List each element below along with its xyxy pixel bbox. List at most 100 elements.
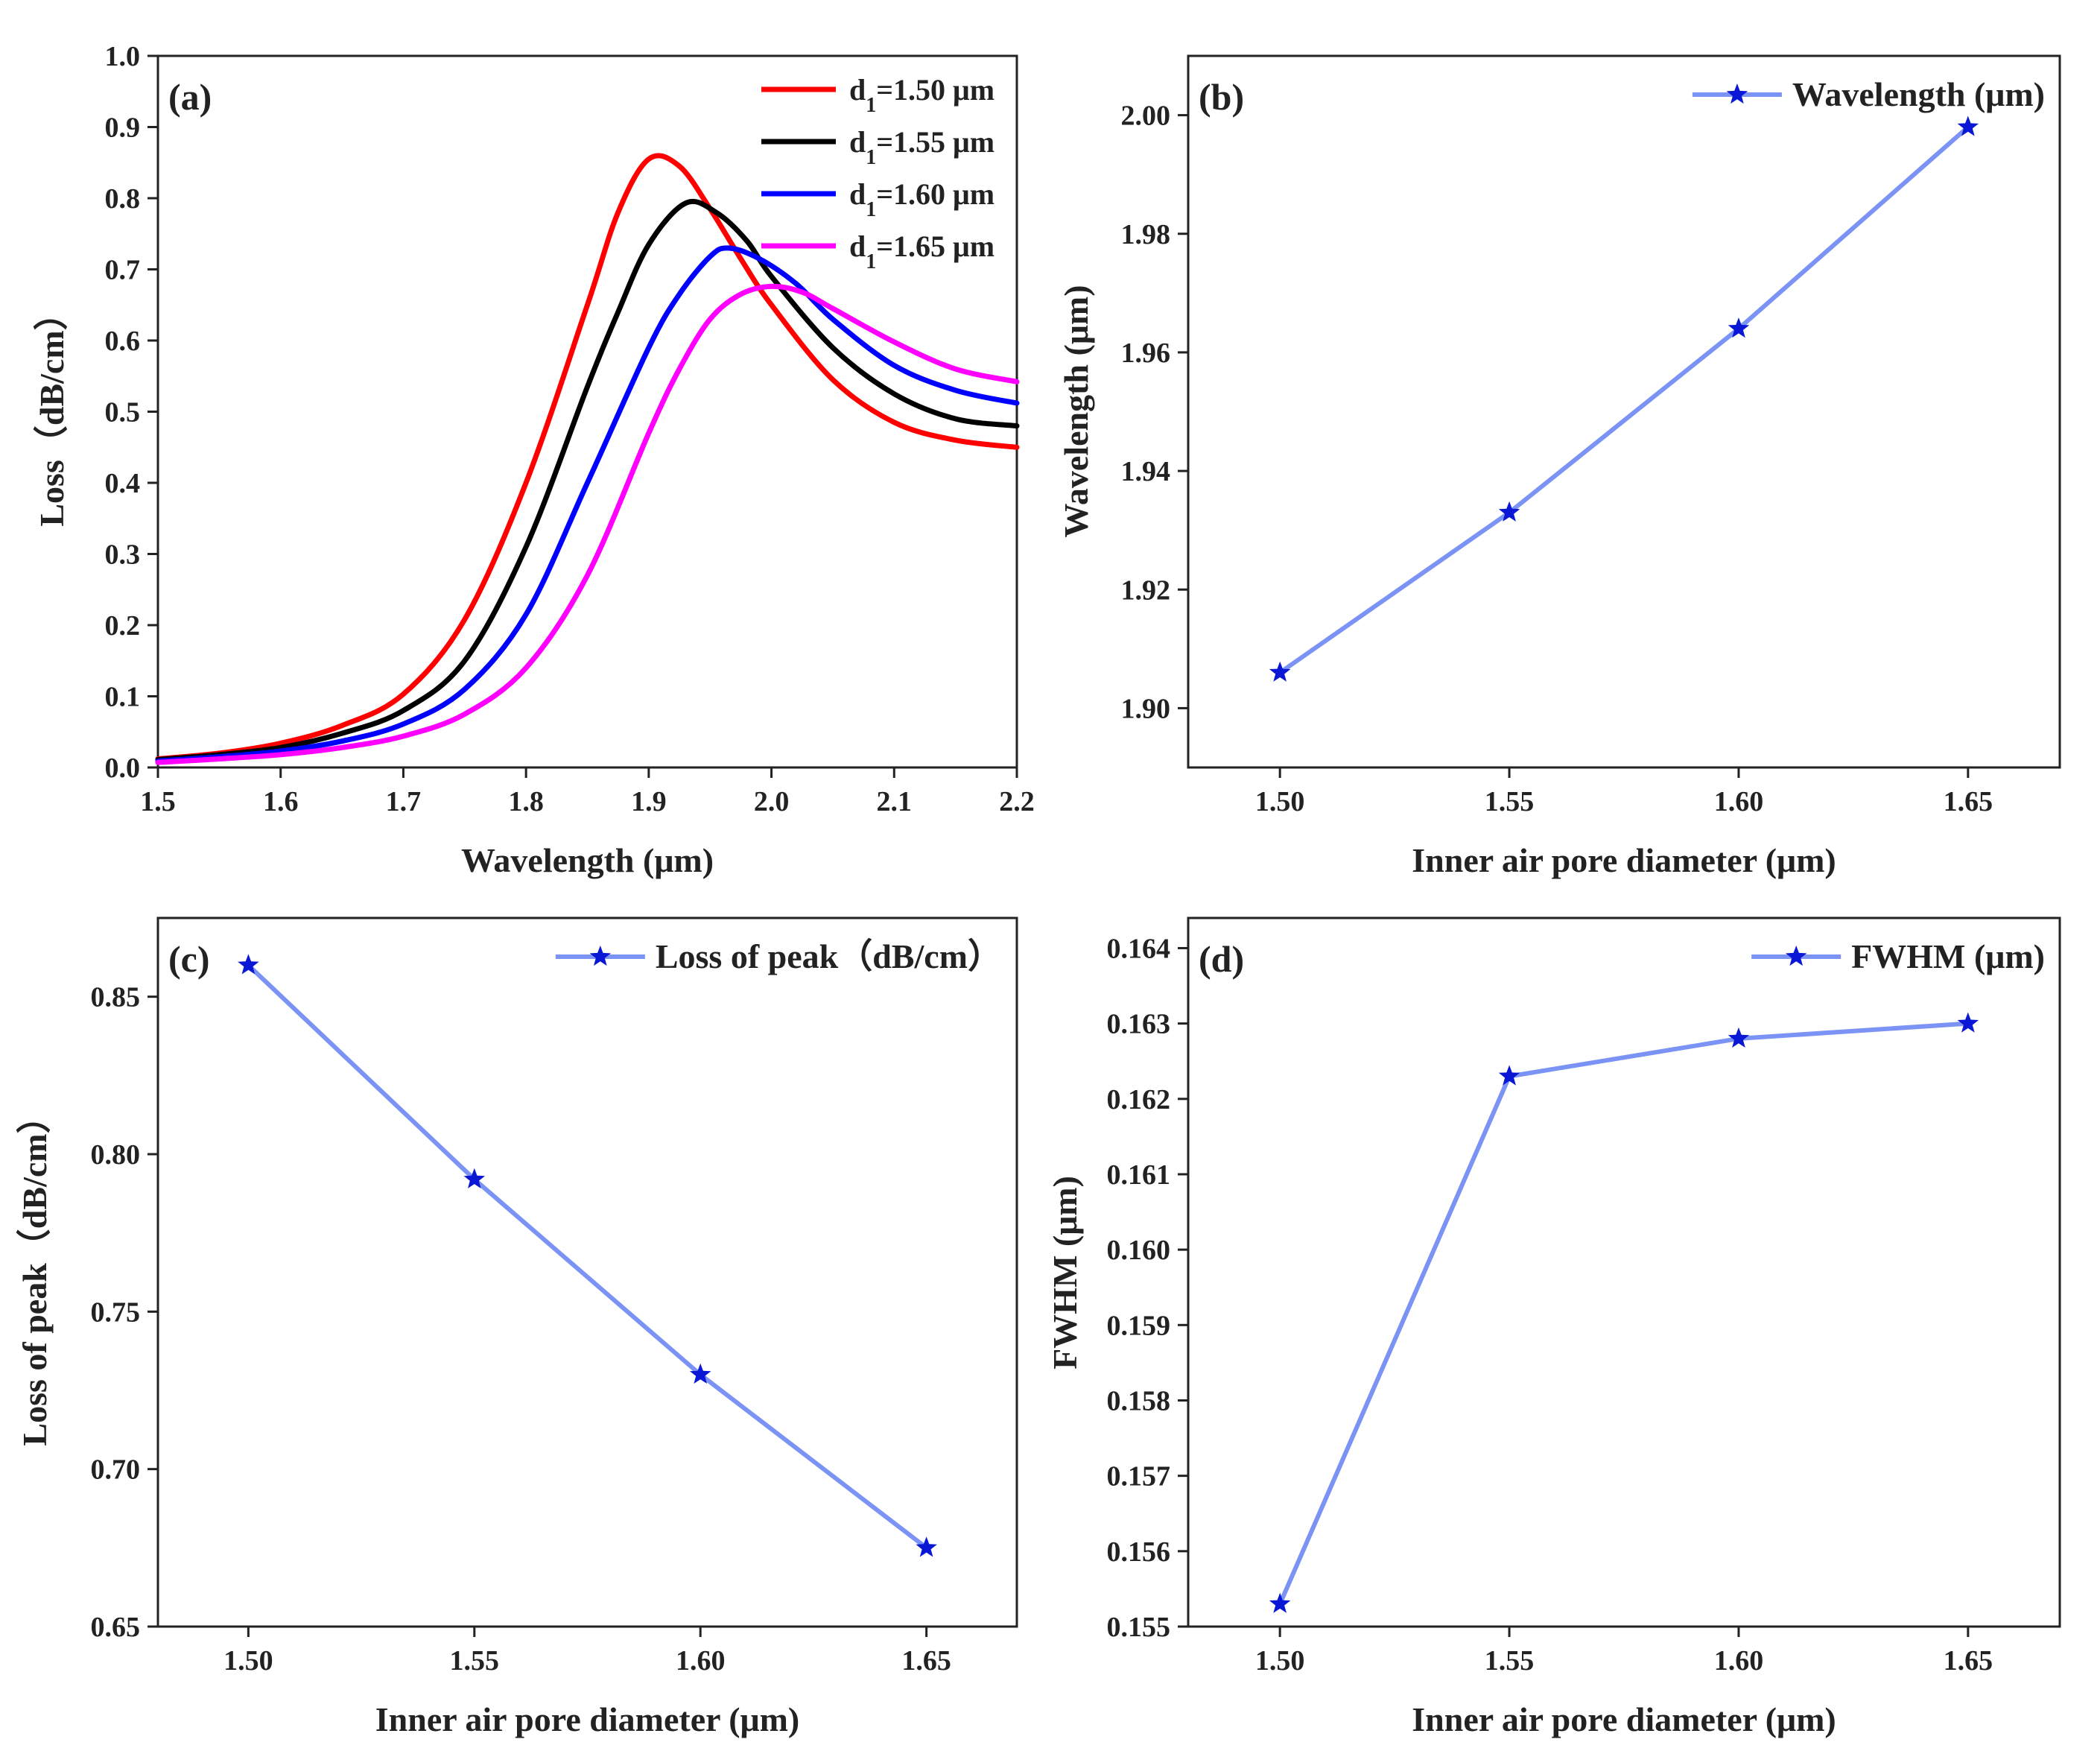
x-axis-label: Inner air pore diameter (μm) — [1412, 841, 1836, 879]
chart-panel-d: 1.50 1.55 1.60 1.65 0.155 0.156 0.157 0.158 0.15… — [1046, 916, 2061, 1738]
y-tick-label: 1.92 — [1121, 574, 1171, 606]
data-point-star — [1957, 1012, 1979, 1033]
series-line — [247, 963, 928, 1550]
legend: FWHM (μm) — [1751, 937, 2045, 975]
x-tick-label: 1.60 — [1714, 786, 1764, 817]
y-tick-label: 0.0 — [105, 753, 141, 784]
series-line-2 — [155, 198, 1020, 762]
x-tick-label: 1.50 — [1255, 1645, 1305, 1676]
legend-entry-subscript: 1 — [866, 198, 876, 221]
x-tick-label: 1.9 — [631, 786, 667, 817]
y-tick-label: 2.00 — [1121, 101, 1171, 132]
y-tick-label: 0.1 — [105, 682, 141, 713]
y-tick-label: 0.75 — [91, 1296, 141, 1328]
legend-entry-rest: =1.55 μm — [876, 125, 995, 159]
data-point-star — [1728, 1027, 1750, 1048]
y-tick-label: 0.157 — [1107, 1461, 1171, 1492]
legend-entry-base: d — [849, 73, 866, 107]
legend-entry-rest: =1.60 μm — [876, 177, 995, 211]
x-tick-label: 2.0 — [754, 786, 790, 817]
y-axis-label: Wavelength (μm) — [1057, 285, 1095, 537]
x-tick-label: 2.1 — [877, 786, 913, 817]
y-tick-label: 0.163 — [1107, 1009, 1171, 1040]
x-tick-label: 1.65 — [1944, 786, 1993, 817]
legend-entry-subscript: 1 — [866, 250, 876, 273]
data-point-star — [1498, 1065, 1520, 1086]
y-tick-label: 0.2 — [105, 610, 141, 642]
legend-entry: d1=1.65 μm — [849, 229, 995, 273]
y-tick-label: 0.161 — [1107, 1159, 1171, 1191]
y-tick-label: 0.3 — [105, 539, 141, 571]
data-point-star — [463, 1168, 486, 1188]
legend-entry-base: d — [849, 125, 866, 159]
y-tick-label: 0.159 — [1107, 1310, 1171, 1341]
legend-entry: Wavelength (μm) — [1792, 75, 2045, 113]
plot-frame — [156, 916, 1018, 1628]
chart-panel-c: 1.50 1.55 1.60 1.65 0.65 0.70 0.75 0.80 0.85 Inne… — [16, 916, 1018, 1738]
series-line — [1278, 1021, 1968, 1605]
legend: Loss of peak（dB/cm） — [555, 937, 1002, 975]
y-tick-label: 1.98 — [1121, 219, 1171, 250]
x-tick-label: 1.6 — [263, 786, 299, 817]
y-tick-label: 0.155 — [1107, 1612, 1171, 1643]
x-tick-label: 1.55 — [450, 1645, 500, 1676]
y-tick-label: 0.162 — [1107, 1084, 1171, 1115]
data-point-star — [238, 954, 259, 975]
y-tick-label: 0.80 — [91, 1139, 141, 1171]
chart-panel-a: 1.5 1.6 1.7 1.8 1.9 2.0 2.1 2.2 0.0 0.1 0.2 0.3 0.4 0… — [33, 41, 1035, 879]
x-tick-label: 1.55 — [1485, 1645, 1535, 1676]
y-tick-label: 1.90 — [1121, 693, 1171, 724]
series-line — [1278, 125, 1970, 675]
legend-entry-base: d — [849, 177, 866, 211]
legend-entry-rest: =1.65 μm — [876, 229, 995, 263]
y-tick-label: 0.4 — [105, 468, 141, 499]
panel-label: (a) — [168, 76, 212, 118]
y-axis-label: Loss（dB/cm） — [33, 296, 71, 526]
legend-entry-subscript: 1 — [866, 146, 876, 169]
y-tick-label: 1.94 — [1121, 456, 1171, 487]
legend-star-icon — [1785, 946, 1807, 966]
y-axis-label: FWHM (μm) — [1046, 1176, 1084, 1370]
x-tick-label: 1.65 — [1944, 1645, 1993, 1676]
y-tick-label: 1.96 — [1121, 338, 1171, 369]
y-axis-label: Loss of peak（dB/cm） — [16, 1099, 54, 1446]
x-tick-label: 1.50 — [1255, 786, 1305, 817]
x-axis-label: Inner air pore diameter (μm) — [1412, 1700, 1836, 1738]
legend-entry: FWHM (μm) — [1851, 937, 2045, 975]
x-tick-label: 2.2 — [999, 786, 1035, 817]
y-tick-label: 0.70 — [91, 1454, 141, 1486]
plot-frame — [1187, 54, 2061, 769]
legend-entry-subscript: 1 — [866, 94, 876, 117]
y-tick-label: 0.160 — [1107, 1235, 1171, 1266]
legend-entry: d1=1.50 μm — [849, 73, 995, 117]
panel-label: (d) — [1199, 938, 1244, 980]
y-tick-label: 0.85 — [91, 982, 141, 1013]
data-point-star — [1269, 661, 1291, 682]
chart-panel-b: 1.50 1.55 1.60 1.65 1.90 1.92 1.94 1.96 1.98 2.00… — [1057, 54, 2061, 879]
data-point-star — [916, 1536, 937, 1557]
legend-entry: d1=1.60 μm — [849, 177, 995, 221]
y-tick-label: 0.8 — [105, 183, 141, 215]
series-line-1 — [155, 153, 1020, 761]
legend-star-icon — [589, 946, 612, 966]
x-tick-label: 1.8 — [508, 786, 544, 817]
y-tick-label: 0.9 — [105, 113, 141, 144]
y-tick-label: 0.6 — [105, 326, 141, 357]
x-tick-label: 1.5 — [140, 786, 176, 817]
x-tick-label: 1.7 — [386, 786, 422, 817]
panel-label: (c) — [168, 938, 210, 980]
series-line-3 — [155, 245, 1020, 764]
y-tick-label: 0.7 — [105, 255, 141, 286]
x-tick-label: 1.55 — [1485, 786, 1535, 817]
legend-entry-base: d — [849, 229, 866, 263]
y-tick-label: 0.5 — [105, 397, 141, 428]
x-tick-label: 1.60 — [1714, 1645, 1764, 1676]
x-tick-label: 1.50 — [223, 1645, 273, 1676]
legend-entry-rest: =1.50 μm — [876, 73, 995, 107]
legend-entry: Loss of peak（dB/cm） — [656, 937, 1002, 975]
data-point-star — [1498, 501, 1520, 522]
y-tick-label: 0.164 — [1107, 933, 1171, 964]
panel-label: (b) — [1199, 76, 1244, 118]
y-tick-label: 0.158 — [1107, 1385, 1171, 1416]
